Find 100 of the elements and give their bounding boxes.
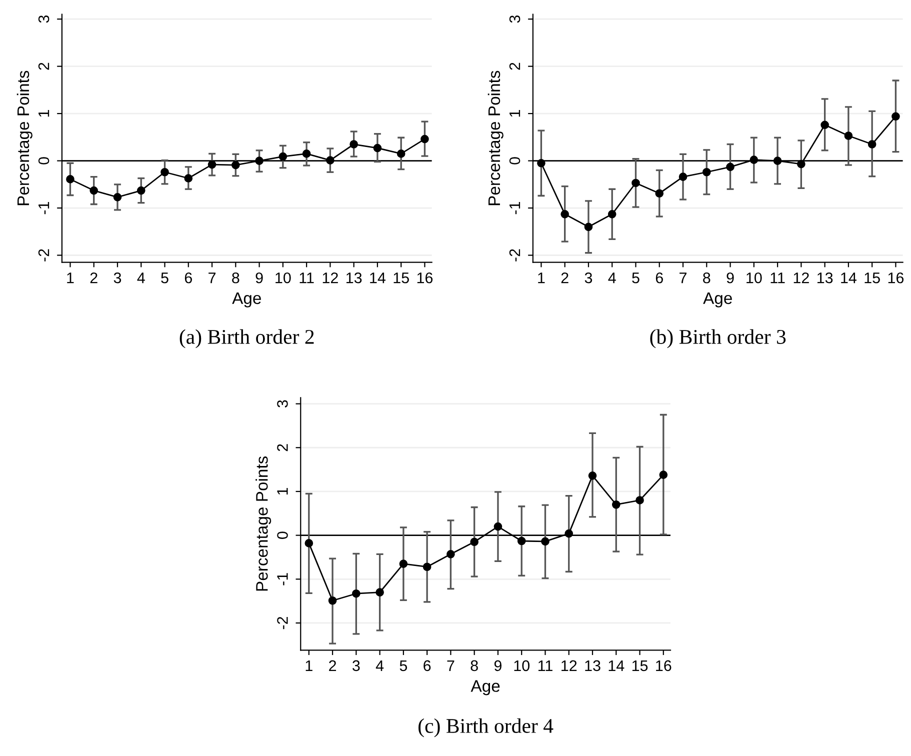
x-tick-label: 3 <box>352 660 360 672</box>
point <box>892 112 900 121</box>
x-tick-label: 13 <box>346 272 362 284</box>
y-tick-label: -2 <box>509 249 520 262</box>
point <box>328 596 337 605</box>
x-tick-label: 10 <box>514 660 530 672</box>
point <box>820 120 829 130</box>
point <box>659 470 668 479</box>
y-tick-label: 0 <box>38 157 50 164</box>
point <box>420 134 429 144</box>
x-tick-label: 14 <box>841 272 856 284</box>
x-tick-label: 10 <box>276 272 291 284</box>
x-tick-label: 4 <box>137 272 145 284</box>
point <box>726 162 734 172</box>
point <box>255 156 264 165</box>
x-tick-label: 1 <box>67 272 74 284</box>
point <box>66 175 74 184</box>
point <box>494 522 502 531</box>
x-tick-label: 9 <box>494 660 502 672</box>
point <box>632 178 640 188</box>
x-tick-label: 13 <box>817 272 833 284</box>
y-tick-label: -1 <box>38 202 50 214</box>
x-tick-label: 14 <box>608 660 624 671</box>
point <box>184 174 193 182</box>
x-tick-label: 13 <box>585 660 600 672</box>
x-tick-label: 5 <box>400 660 408 672</box>
point <box>160 168 169 176</box>
point <box>376 588 384 596</box>
point <box>304 539 314 548</box>
x-axis-title: Age <box>232 292 261 308</box>
y-tick-label: 2 <box>509 62 520 70</box>
point <box>517 536 526 546</box>
x-tick-label: 6 <box>656 272 663 284</box>
point <box>350 140 358 148</box>
x-tick-label: 7 <box>680 272 686 284</box>
point <box>612 500 620 509</box>
x-tick-label: 11 <box>538 660 552 671</box>
point <box>352 589 360 598</box>
x-tick-label: 2 <box>90 272 98 284</box>
y-tick-label: 1 <box>38 110 50 117</box>
point <box>446 550 455 558</box>
point <box>773 156 782 165</box>
x-tick-label: 2 <box>329 660 336 671</box>
x-tick-label: 11 <box>300 272 314 284</box>
point <box>396 150 406 158</box>
point <box>655 189 664 198</box>
y-tick-label: -2 <box>38 249 50 262</box>
point <box>208 160 216 169</box>
x-tick-label: 3 <box>584 272 592 284</box>
point <box>537 158 546 168</box>
point <box>399 560 408 568</box>
x-tick-label: 5 <box>161 272 168 284</box>
x-tick-label: 7 <box>208 272 216 284</box>
x-tick-label: 16 <box>417 272 433 284</box>
x-tick-label: 9 <box>256 272 263 284</box>
point <box>422 562 432 572</box>
y-tick-label: 1 <box>510 110 520 117</box>
point <box>750 156 758 164</box>
x-tick-label: 15 <box>864 272 880 284</box>
x-tick-label: 4 <box>608 272 616 284</box>
point <box>868 140 876 148</box>
point <box>470 538 479 546</box>
x-tick-label: 2 <box>561 272 568 284</box>
x-tick-label: 15 <box>632 660 648 672</box>
x-tick-label: 3 <box>114 272 122 284</box>
point <box>373 144 382 152</box>
point <box>541 537 550 546</box>
x-tick-label: 4 <box>376 660 384 671</box>
x-tick-label: 16 <box>656 660 672 672</box>
y-tick-label: -1 <box>510 202 520 214</box>
x-tick-label: 15 <box>394 272 409 284</box>
point <box>564 529 574 538</box>
x-tick-label: 10 <box>746 272 762 284</box>
x-tick-label: 8 <box>470 660 478 672</box>
point <box>588 472 597 480</box>
point <box>136 186 146 195</box>
y-tick-label: 3 <box>38 16 50 23</box>
point <box>608 210 616 218</box>
x-tick-label: 8 <box>232 272 240 284</box>
y-axis-title: Percentage Points <box>16 70 32 206</box>
x-tick-label: 12 <box>562 660 577 671</box>
x-tick-label: 9 <box>726 272 734 284</box>
text: (a) Birth order 2 <box>180 329 314 348</box>
x-tick-label: 7 <box>447 660 454 671</box>
point <box>113 192 122 202</box>
y-tick-label: 3 <box>509 16 520 23</box>
x-tick-label: 1 <box>538 272 545 284</box>
x-tick-label: 6 <box>424 660 431 672</box>
y-tick-label: 0 <box>509 157 520 164</box>
point <box>90 186 98 195</box>
point <box>844 132 853 140</box>
x-tick-label: 12 <box>322 272 338 284</box>
x-axis-title: Age <box>703 292 732 308</box>
point <box>797 160 806 168</box>
point <box>560 210 570 218</box>
y-axis-title: Percentage Points <box>256 456 272 591</box>
x-tick-label: 8 <box>703 272 710 284</box>
x-tick-label: 12 <box>794 272 809 284</box>
y-tick-label: 3 <box>277 400 288 408</box>
x-tick-label: 11 <box>770 272 785 284</box>
